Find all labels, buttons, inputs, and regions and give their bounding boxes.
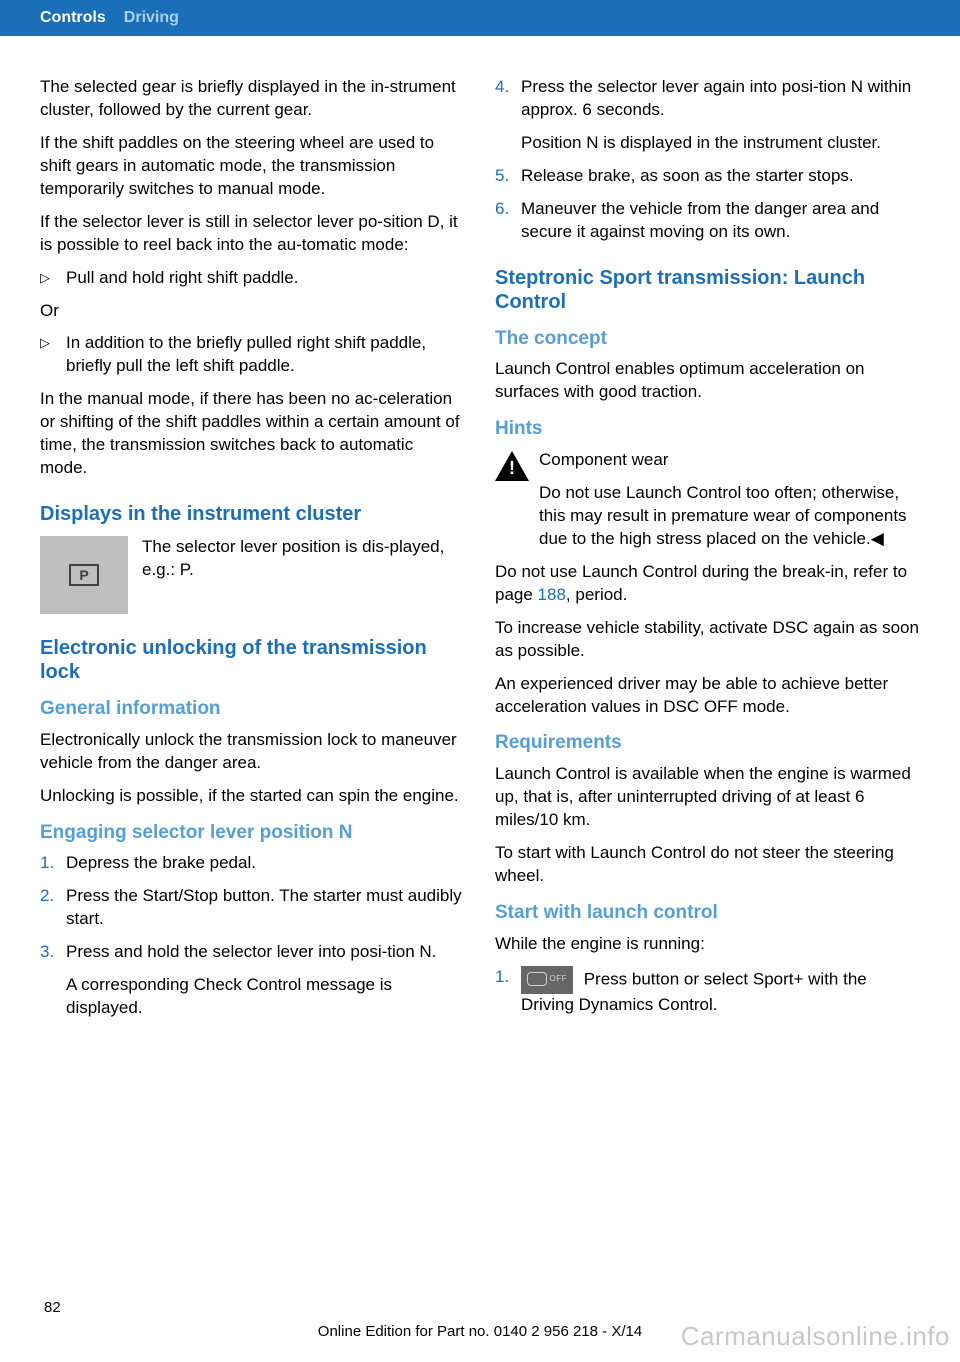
para: In the manual mode, if there has been no… [40,388,465,480]
para: To increase vehicle stability, activate … [495,617,920,663]
step-number: 2. [40,885,66,931]
page-link-188[interactable]: 188 [538,585,566,604]
step-text: Press the Start/Stop button. The starter… [66,885,465,931]
warning-text-start: Do not use Launch Control too often; oth… [539,483,907,548]
bullet-marker: ▷ [40,267,66,290]
warning-icon: ! [495,451,529,485]
content-columns: The selected gear is briefly displayed i… [0,36,960,1030]
header-bar: Controls Driving [0,0,960,36]
right-column: 4. Press the selector lever again into p… [495,76,920,1030]
step-6: 6. Maneuver the vehicle from the danger … [495,198,920,244]
icon-caption: The selector lever position is dis‐playe… [142,536,465,614]
step-text: Release brake, as soon as the starter st… [521,165,920,188]
step-number: 4. [495,76,521,122]
page-number: 82 [44,1298,61,1318]
heading-electronic-unlock: Electronic unlocking of the transmission… [40,636,465,684]
icon-caption-row: P The selector lever position is dis‐pla… [40,536,465,614]
step-number: 6. [495,198,521,244]
para-link: Do not use Launch Control during the bre… [495,561,920,607]
subheading-start-launch: Start with launch control [495,902,920,925]
para: Launch Control is available when the eng… [495,763,920,832]
step-text: Press button or select Sport+ with the D… [521,966,920,1017]
para: An experienced driver may be able to ach… [495,673,920,719]
para: If the selector lever is still in select… [40,211,465,257]
gear-p-icon: P [40,536,128,614]
step-number: 1. [40,852,66,875]
para-or: Or [40,300,465,323]
warning-title: Component wear [539,449,920,472]
step-number: 1. [495,966,521,1017]
step-number: 5. [495,165,521,188]
para: Unlocking is possible, if the started ca… [40,785,465,808]
subheading-hints: Hints [495,418,920,441]
step-2: 2. Press the Start/Stop button. The star… [40,885,465,931]
step-4-sub: Position N is displayed in the instrumen… [495,132,920,155]
step-3-sub: A corresponding Check Control message is… [40,974,465,1020]
step-3: 3. Press and hold the selector lever int… [40,941,465,964]
header-tab-controls: Controls [40,7,124,29]
launch-step-1: 1. Press button or select Sport+ with th… [495,966,920,1017]
subheading-engage-n: Engaging selector lever position N [40,822,465,845]
warning-block: ! Component wear Do not use Launch Contr… [495,449,920,551]
subheading-general: General information [40,698,465,721]
left-column: The selected gear is briefly displayed i… [40,76,465,1030]
step-text: Depress the brake pedal. [66,852,465,875]
para: To start with Launch Control do not stee… [495,842,920,888]
footer-text: Online Edition for Part no. 0140 2 956 2… [0,1322,960,1342]
header-tab-driving: Driving [124,7,179,29]
dsc-off-icon [521,966,573,994]
step-5: 5. Release brake, as soon as the starter… [495,165,920,188]
gear-p-letter: P [69,564,99,586]
bullet-item: ▷ In addition to the briefly pulled righ… [40,332,465,378]
bullet-marker: ▷ [40,332,66,378]
bullet-text: Pull and hold right shift paddle. [66,267,465,290]
heading-displays: Displays in the instrument cluster [40,502,465,526]
subheading-requirements: Requirements [495,732,920,755]
bullet-text: In addition to the briefly pulled right … [66,332,465,378]
para: While the engine is running: [495,933,920,956]
step-text: Press and hold the selector lever into p… [66,941,465,964]
para-text-b: , period. [566,585,627,604]
para: The selected gear is briefly displayed i… [40,76,465,122]
para: Electronically unlock the transmission l… [40,729,465,775]
heading-steptronic: Steptronic Sport transmission: Launch Co… [495,266,920,314]
subheading-concept: The concept [495,328,920,351]
step-text: Maneuver the vehicle from the danger are… [521,198,920,244]
step-text: Press the selector lever again into posi… [521,76,920,122]
para: If the shift paddles on the steering whe… [40,132,465,201]
bullet-item: ▷ Pull and hold right shift paddle. [40,267,465,290]
step-4: 4. Press the selector lever again into p… [495,76,920,122]
step-number: 3. [40,941,66,964]
para: Launch Control enables optimum accelerat… [495,358,920,404]
step-1: 1. Depress the brake pedal. [40,852,465,875]
